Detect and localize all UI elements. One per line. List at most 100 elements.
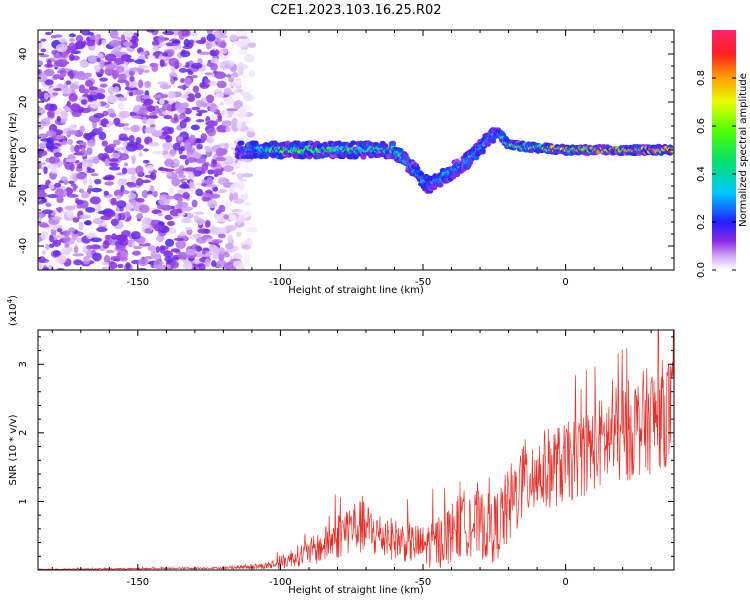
noise-blob <box>81 158 90 167</box>
noise-blob <box>53 250 61 257</box>
noise-blob <box>167 220 175 226</box>
noise-blob <box>145 118 156 125</box>
noise-blob <box>214 88 223 93</box>
noise-blob <box>38 256 46 264</box>
x-tick-label: -150 <box>126 277 149 288</box>
noise-blob <box>180 146 185 152</box>
noise-blob <box>46 163 59 170</box>
noise-blob <box>118 133 128 141</box>
noise-blob <box>108 262 118 270</box>
noise-blob <box>45 140 54 150</box>
noise-blob <box>117 263 124 269</box>
noise-blob <box>147 54 156 59</box>
noise-blob <box>238 106 247 115</box>
noise-blob <box>136 212 144 220</box>
noise-blob <box>74 80 80 85</box>
noise-blob <box>108 39 121 47</box>
colorbar-tick-label: 0.2 <box>696 214 707 230</box>
noise-blob <box>218 247 225 255</box>
noise-blob <box>194 92 202 99</box>
noise-blob <box>94 64 101 73</box>
noise-blob <box>128 91 134 97</box>
noise-blob <box>217 112 222 120</box>
noise-blob <box>77 150 85 156</box>
noise-blob <box>177 136 184 142</box>
noise-blob <box>101 140 108 147</box>
noise-blob <box>116 251 121 260</box>
noise-blob <box>129 67 141 72</box>
noise-blob <box>83 72 93 78</box>
noise-blob <box>80 146 86 153</box>
noise-blob <box>115 65 125 73</box>
noise-blob <box>188 134 196 143</box>
noise-blob <box>107 95 119 104</box>
noise-blob <box>67 138 73 146</box>
noise-blob <box>225 243 234 250</box>
noise-blob <box>161 110 173 116</box>
noise-blob <box>135 94 142 102</box>
spectrogram-ylabel: Frequency (Hz) <box>8 112 19 188</box>
noise-blob <box>93 156 100 165</box>
noise-blob <box>208 193 221 199</box>
spectrogram-panel: -150 -100 -50 0 -40 -20 0 20 40 Height of straig… <box>8 29 675 296</box>
noise-blob <box>230 183 240 189</box>
noise-blob <box>72 185 79 190</box>
noise-blob <box>156 234 165 243</box>
noise-blob <box>171 257 180 261</box>
noise-blob <box>127 80 138 89</box>
noise-blob <box>104 234 113 240</box>
noise-blob <box>38 54 50 58</box>
noise-blob <box>129 111 137 117</box>
noise-blob <box>43 92 49 100</box>
noise-blob <box>170 260 180 269</box>
noise-blob <box>200 133 208 142</box>
x-tick-label: -150 <box>126 577 149 588</box>
noise-blob <box>234 88 244 93</box>
noise-blob <box>212 159 217 165</box>
noise-blob <box>144 255 154 260</box>
noise-blob <box>117 103 125 110</box>
noise-blob <box>195 188 203 197</box>
noise-blob <box>205 190 214 194</box>
noise-blob <box>219 102 225 106</box>
noise-blob <box>110 197 117 206</box>
noise-blob <box>55 254 67 264</box>
noise-blob <box>170 205 176 210</box>
noise-blob <box>60 110 69 119</box>
noise-blob <box>206 136 214 144</box>
noise-blob <box>96 57 101 63</box>
y-tick-label: 1 <box>18 498 29 504</box>
noise-blob <box>171 177 181 187</box>
noise-blob <box>114 234 126 241</box>
noise-blob <box>208 103 218 113</box>
noise-blob <box>182 206 194 211</box>
noise-blob <box>196 39 206 44</box>
noise-blob <box>68 38 76 42</box>
noise-blob <box>146 164 154 172</box>
noise-blob <box>177 31 183 37</box>
noise-blob <box>82 255 91 265</box>
noise-blob <box>135 178 144 186</box>
noise-blob <box>146 30 156 33</box>
noise-blob <box>131 242 136 247</box>
noise-blob <box>173 76 178 81</box>
noise-blob <box>128 192 137 200</box>
y-tick-label: 20 <box>18 96 29 109</box>
noise-blob <box>99 68 105 75</box>
noise-blob <box>224 224 237 232</box>
noise-blob <box>138 258 149 267</box>
noise-blob <box>161 126 173 135</box>
noise-blob <box>143 148 149 152</box>
noise-blob <box>135 165 144 175</box>
noise-blob <box>206 127 217 137</box>
noise-blob <box>198 263 206 270</box>
noise-blob <box>75 199 84 205</box>
noise-blob <box>169 149 177 157</box>
noise-blob <box>175 168 182 175</box>
noise-blob <box>236 231 242 237</box>
noise-blob <box>41 249 46 256</box>
noise-blob <box>179 119 187 129</box>
noise-blob <box>177 200 183 207</box>
noise-blob <box>60 118 66 124</box>
noise-blob <box>130 199 137 206</box>
